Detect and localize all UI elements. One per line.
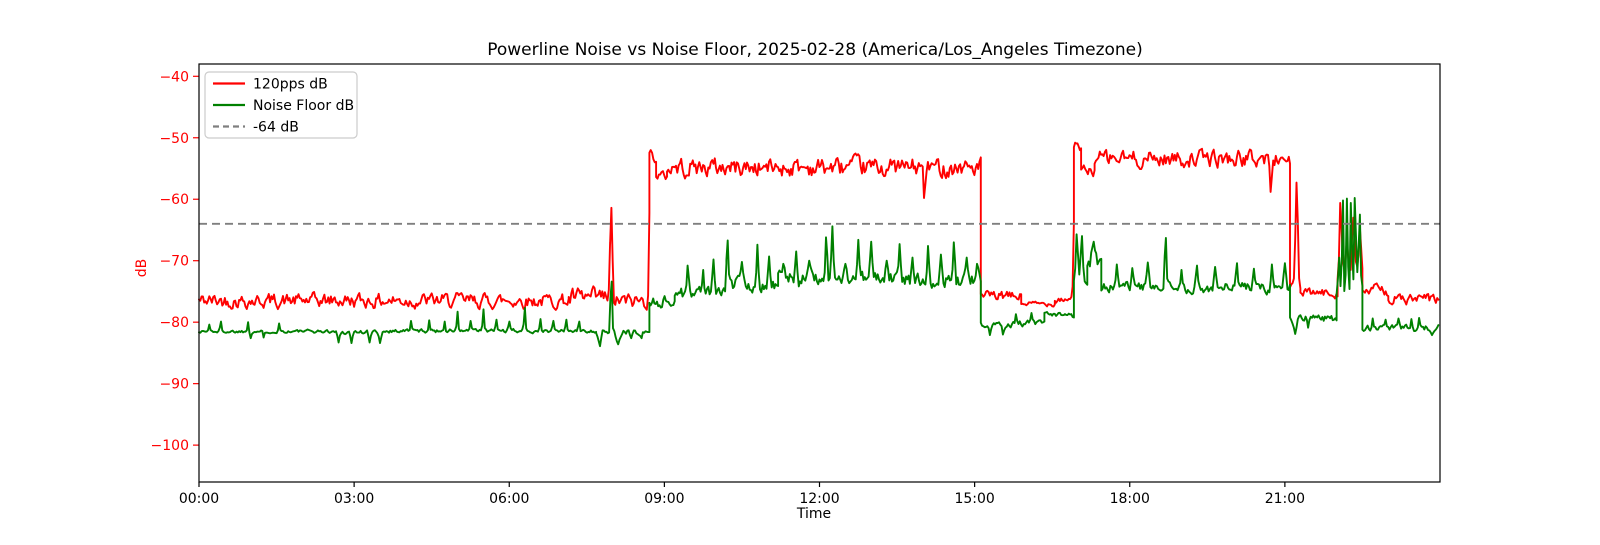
x-tick-label: 12:00	[799, 491, 839, 507]
x-tick-label: 00:00	[179, 491, 219, 507]
legend-box	[204, 71, 358, 139]
series-noise-floor-line	[198, 197, 1440, 348]
legend-label-noise-floor: Noise Floor dB	[253, 98, 354, 114]
legend-label-threshold: -64 dB	[253, 120, 299, 136]
y-tick-label: −60	[159, 192, 189, 208]
legend: 120pps dB Noise Floor dB -64 dB	[204, 71, 358, 139]
y-tick-label: −100	[151, 438, 189, 454]
x-tick-label: 18:00	[1110, 491, 1150, 507]
x-tick-label: 15:00	[954, 491, 994, 507]
y-tick-label: −90	[159, 377, 189, 393]
x-tick-label: 09:00	[644, 491, 684, 507]
x-tick-label: 06:00	[489, 491, 529, 507]
y-tick-label: −50	[159, 131, 189, 147]
axis-ticks: 00:00 03:00 06:00 09:00 12:00 15:00 18:00 21:00…	[151, 69, 1306, 507]
chart-title: Powerline Noise vs Noise Floor, 2025-02-…	[487, 40, 1143, 60]
x-tick-label: 21:00	[1265, 491, 1305, 507]
axes-frame	[198, 63, 1441, 483]
y-tick-label: −40	[159, 69, 189, 85]
y-axis-label: dB	[134, 259, 150, 278]
y-tick-label: −70	[159, 254, 189, 270]
x-tick-label: 03:00	[334, 491, 374, 507]
series-120pps-line	[198, 141, 1440, 311]
legend-label-120pps: 120pps dB	[253, 77, 328, 93]
y-tick-label: −80	[159, 315, 189, 331]
x-axis-label: Time	[796, 506, 831, 522]
